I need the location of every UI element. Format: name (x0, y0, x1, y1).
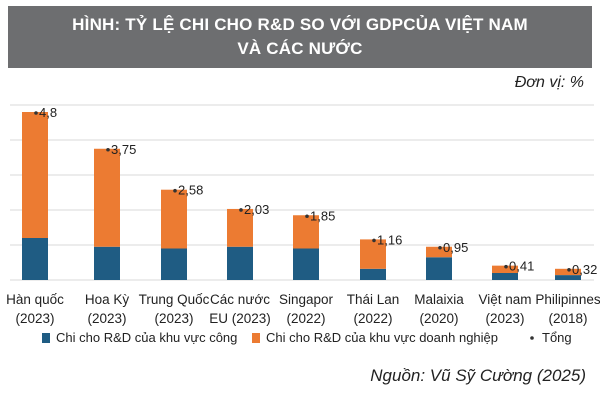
bar-business-5 (360, 239, 386, 269)
total-marker-8 (567, 268, 571, 272)
x-tick-label-3-1: EU (2023) (209, 311, 271, 326)
total-label-3: 2,03 (244, 202, 269, 217)
bar-public-2 (161, 248, 187, 280)
x-tick-label-7-0: Việt nam (478, 292, 531, 307)
bar-public-8 (555, 275, 581, 280)
x-tick-label-8-0: Philipinnes (535, 292, 600, 307)
bar-public-4 (293, 248, 319, 280)
total-label-7: 0,41 (509, 259, 534, 274)
bar-business-6 (426, 246, 452, 258)
total-marker-1 (106, 147, 110, 152)
x-tick-label-0-0: Hàn quốc (6, 292, 64, 307)
x-tick-label-5-0: Thái Lan (347, 292, 400, 307)
source-note: Nguồn: Vũ Sỹ Cường (2025) (370, 366, 586, 385)
total-marker-2 (173, 188, 177, 193)
x-axis-labels: Hàn quốc (2023) Hoa Kỳ (2023) Trung Quốc (202… (6, 292, 600, 326)
bar-business-1 (94, 148, 120, 247)
unit-label: Đơn vị: % (514, 74, 584, 91)
x-tick-label-5-1: (2022) (353, 311, 392, 326)
legend-label-public: Chi cho R&D của khu vực công (56, 330, 237, 345)
bar-public-3 (227, 246, 253, 280)
legend-marker-total (530, 336, 534, 340)
total-marker-6 (438, 245, 442, 250)
total-labels: 4,8 3,75 2,58 2,03 1,85 1,16 0,95 0,41 0,32 (34, 105, 597, 277)
x-tick-label-8-1: (2018) (548, 311, 587, 326)
total-marker-5 (372, 238, 376, 243)
legend-swatch-public (42, 333, 50, 343)
bar-public-6 (426, 257, 452, 280)
x-tick-label-4-1: (2022) (286, 311, 325, 326)
x-tick-label-3-0: Các nước (210, 292, 270, 307)
bar-public-5 (360, 268, 386, 280)
x-tick-label-6-1: (2020) (419, 311, 458, 326)
bar-business-3 (227, 208, 253, 247)
bar-business-2 (161, 189, 187, 249)
legend-label-business: Chi cho R&D của khu vực doanh nghiệp (266, 330, 498, 345)
total-marker-7 (504, 264, 508, 269)
legend-label-total: Tổng (542, 330, 572, 345)
legend-swatch-business (252, 333, 260, 343)
bar-public-1 (94, 246, 120, 280)
total-label-2: 2,58 (178, 183, 203, 198)
bar-business-0 (22, 112, 48, 238)
bar-business-7 (492, 265, 518, 273)
legend: Chi cho R&D của khu vực công Chi cho R&D … (42, 330, 572, 345)
chart-title-line-2: VÀ CÁC NƯỚC (237, 39, 363, 58)
x-tick-label-0-1: (2023) (15, 311, 54, 326)
chart-title-line-1: HÌNH: TỶ LỆ CHI CHO R&D SO VỚI GDPCỦA VI… (72, 15, 528, 34)
x-tick-label-4-0: Singapor (279, 292, 334, 307)
total-label-0: 4,8 (39, 105, 57, 120)
title-banner: HÌNH: TỶ LỆ CHI CHO R&D SO VỚI GDPCỦA VI… (8, 6, 592, 68)
x-tick-label-1-0: Hoa Kỳ (85, 292, 130, 307)
bar-public-0 (22, 238, 48, 280)
x-tick-label-2-0: Trung Quốc (139, 292, 210, 307)
bar-business-4 (293, 215, 319, 249)
total-label-6: 0,95 (443, 240, 468, 255)
total-label-5: 1,16 (377, 232, 402, 247)
bar-business-8 (555, 268, 581, 276)
x-tick-label-1-1: (2023) (87, 311, 126, 326)
bars (22, 112, 581, 280)
x-tick-label-7-1: (2023) (485, 311, 524, 326)
bar-public-7 (492, 273, 518, 280)
total-label-4: 1,85 (310, 208, 335, 223)
x-tick-label-6-0: Malaixia (414, 292, 464, 307)
total-label-1: 3,75 (111, 142, 136, 157)
total-label-8: 0,32 (572, 262, 597, 277)
x-tick-label-2-1: (2023) (154, 311, 193, 326)
total-marker-3 (239, 208, 243, 212)
total-marker-0 (34, 111, 38, 115)
total-marker-4 (305, 214, 309, 219)
